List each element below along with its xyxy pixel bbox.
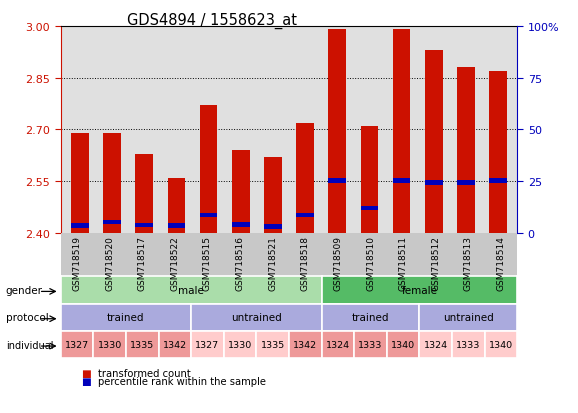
Text: female: female xyxy=(402,285,438,295)
Text: 1342: 1342 xyxy=(163,340,187,349)
Text: 1327: 1327 xyxy=(65,340,89,349)
Text: GSM718522: GSM718522 xyxy=(171,235,179,290)
Text: 1324: 1324 xyxy=(424,340,448,349)
Bar xyxy=(200,106,217,233)
Bar xyxy=(392,179,410,183)
Bar xyxy=(168,224,186,228)
Bar xyxy=(200,214,217,218)
Bar xyxy=(392,30,410,233)
Text: male: male xyxy=(178,285,204,295)
Bar xyxy=(457,181,475,185)
Bar xyxy=(328,179,346,183)
Bar xyxy=(489,71,507,233)
Text: GSM718515: GSM718515 xyxy=(203,235,212,290)
Text: GSM718511: GSM718511 xyxy=(399,235,407,290)
Bar xyxy=(328,30,346,233)
Bar xyxy=(361,127,378,233)
Text: 1330: 1330 xyxy=(228,340,252,349)
Text: GSM718519: GSM718519 xyxy=(72,235,81,290)
Text: GDS4894 / 1558623_at: GDS4894 / 1558623_at xyxy=(127,12,297,28)
Text: gender: gender xyxy=(6,285,43,295)
Text: 1333: 1333 xyxy=(456,340,480,349)
Text: 1335: 1335 xyxy=(261,340,285,349)
Text: 1335: 1335 xyxy=(130,340,154,349)
Bar xyxy=(361,206,378,211)
Text: GSM718509: GSM718509 xyxy=(334,235,342,290)
Text: percentile rank within the sample: percentile rank within the sample xyxy=(98,376,266,386)
Text: 1327: 1327 xyxy=(195,340,220,349)
Text: ■: ■ xyxy=(81,368,91,378)
Bar xyxy=(489,179,507,183)
Bar xyxy=(264,158,281,233)
Text: GSM718513: GSM718513 xyxy=(464,235,473,290)
Text: GSM718512: GSM718512 xyxy=(431,235,440,290)
Bar xyxy=(168,178,186,233)
Text: protocol: protocol xyxy=(6,313,49,323)
Text: GSM718520: GSM718520 xyxy=(105,235,114,290)
Bar xyxy=(425,51,443,233)
Bar xyxy=(71,224,89,228)
Bar xyxy=(297,214,314,218)
Bar xyxy=(103,133,121,233)
Text: 1340: 1340 xyxy=(391,340,415,349)
Bar xyxy=(457,68,475,233)
Bar xyxy=(135,154,153,233)
Bar xyxy=(264,225,281,229)
Text: GSM718510: GSM718510 xyxy=(366,235,375,290)
Text: transformed count: transformed count xyxy=(98,368,191,378)
Bar xyxy=(232,151,250,233)
Text: 1333: 1333 xyxy=(358,340,383,349)
Text: untrained: untrained xyxy=(231,313,281,323)
Text: trained: trained xyxy=(107,313,144,323)
Text: GSM718514: GSM718514 xyxy=(497,235,506,290)
Text: GSM718521: GSM718521 xyxy=(268,235,277,290)
Bar xyxy=(425,181,443,185)
Bar xyxy=(297,123,314,233)
Text: individual: individual xyxy=(6,340,53,350)
Bar xyxy=(71,133,89,233)
Text: 1330: 1330 xyxy=(98,340,122,349)
Text: 1324: 1324 xyxy=(326,340,350,349)
Text: GSM718517: GSM718517 xyxy=(138,235,147,290)
Text: GSM718518: GSM718518 xyxy=(301,235,310,290)
Bar xyxy=(103,220,121,225)
Text: 1340: 1340 xyxy=(489,340,513,349)
Text: ■: ■ xyxy=(81,376,91,386)
Text: GSM718516: GSM718516 xyxy=(236,235,244,290)
Text: 1342: 1342 xyxy=(293,340,317,349)
Text: untrained: untrained xyxy=(443,313,494,323)
Bar xyxy=(135,223,153,228)
Bar xyxy=(232,223,250,227)
Text: trained: trained xyxy=(352,313,390,323)
